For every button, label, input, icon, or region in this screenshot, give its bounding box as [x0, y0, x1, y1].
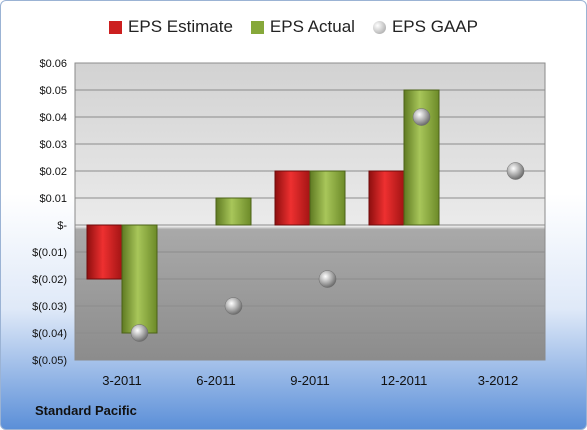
y-tick-label: $(0.03) [32, 301, 67, 313]
y-tick-label: $(0.05) [32, 355, 67, 367]
bar-eps-estimate [368, 170, 405, 226]
legend-item-estimate: EPS Estimate [109, 17, 233, 37]
bar-eps-actual [309, 170, 346, 226]
bar-eps-estimate [86, 224, 123, 280]
x-tick-label: 3-2011 [102, 373, 142, 388]
y-tick-label: $(0.01) [32, 247, 67, 259]
y-tick-label: $0.06 [39, 58, 67, 70]
x-tick-label: 6-2011 [196, 373, 236, 388]
point-eps-gaap [412, 108, 431, 126]
legend-label-actual: EPS Actual [269, 17, 355, 36]
point-eps-gaap [506, 162, 525, 180]
legend-item-gaap: EPS GAAP [372, 17, 478, 37]
chart-legend: EPS Estimate EPS Actual EPS GAAP [1, 17, 586, 37]
y-tick-label: $(0.04) [32, 328, 67, 340]
y-tick-label: $0.02 [39, 166, 67, 178]
bar-eps-actual [121, 224, 158, 334]
legend-swatch-estimate [109, 20, 123, 34]
y-tick-label: $0.05 [39, 85, 67, 97]
company-name: Standard Pacific [35, 403, 137, 418]
x-tick-label: 3-2012 [478, 373, 518, 388]
legend-label-gaap: EPS GAAP [391, 17, 478, 36]
y-tick-label: $0.01 [39, 193, 67, 205]
bar-eps-actual [215, 197, 252, 226]
point-eps-gaap [130, 324, 149, 342]
point-eps-gaap [224, 297, 243, 315]
legend-swatch-actual [250, 20, 264, 34]
bar-eps-estimate [274, 170, 311, 226]
y-tick-label: $(0.02) [32, 274, 67, 286]
point-eps-gaap [318, 270, 337, 288]
y-tick-label: $0.03 [39, 139, 67, 151]
legend-swatch-gaap [372, 20, 386, 34]
legend-label-estimate: EPS Estimate [128, 17, 233, 36]
x-tick-label: 9-2011 [290, 373, 330, 388]
legend-item-actual: EPS Actual [250, 17, 355, 37]
y-tick-label: $0.04 [39, 112, 67, 124]
y-tick-label: $- [57, 220, 67, 232]
x-tick-label: 12-2011 [381, 373, 428, 388]
